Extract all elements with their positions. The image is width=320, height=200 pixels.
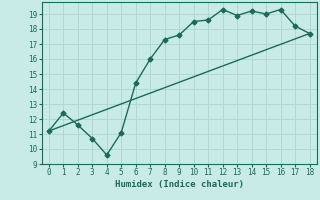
X-axis label: Humidex (Indice chaleur): Humidex (Indice chaleur) <box>115 180 244 189</box>
